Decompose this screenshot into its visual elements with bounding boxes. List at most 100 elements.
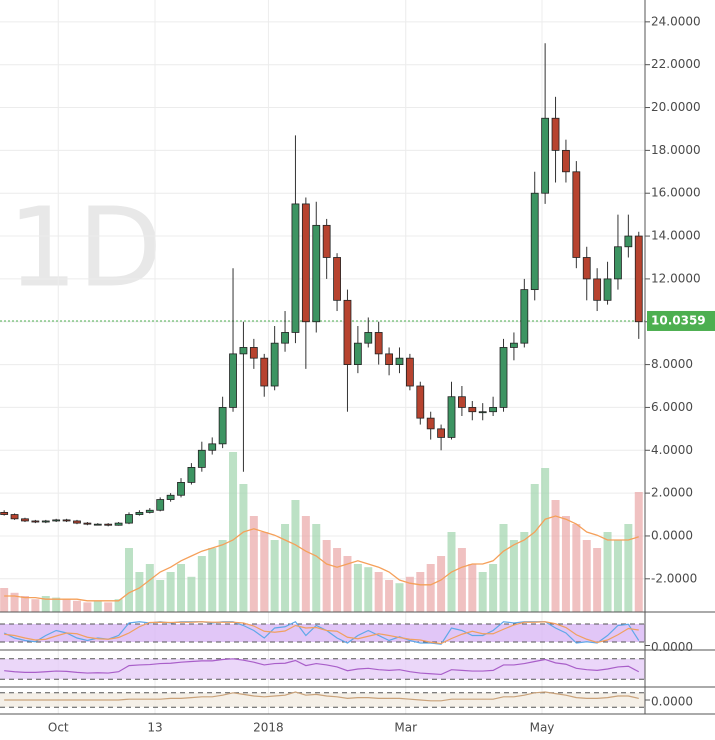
watermark: 1D [8, 183, 163, 311]
candle-body [458, 396, 466, 408]
volume-bar [634, 492, 643, 612]
candle-body [260, 357, 269, 387]
x-tick-label: Oct [48, 721, 69, 735]
panel-band [0, 692, 645, 708]
volume-bar [353, 564, 362, 612]
candle-body [447, 396, 456, 438]
volume-bar [613, 540, 622, 612]
volume-bar [83, 602, 92, 612]
x-tick-label: Mar [394, 721, 417, 735]
volume-bar [333, 548, 342, 612]
candle-body [551, 117, 560, 151]
y-tick-label: 2.0000 [651, 486, 693, 500]
volume-bar [374, 572, 383, 612]
y-tick-label: 4.0000 [651, 443, 693, 457]
candle-body [437, 428, 445, 438]
candle-body [239, 347, 248, 355]
volume-bar [405, 576, 414, 612]
candle-body [125, 514, 133, 524]
candle-body [333, 257, 341, 301]
candle-body [468, 407, 477, 413]
candle-body [478, 411, 487, 414]
volume-bar [541, 468, 550, 612]
volume-bar [156, 580, 165, 612]
volume-bar [229, 452, 238, 612]
volume-bar [52, 597, 61, 612]
candle-body [229, 353, 237, 408]
volume-bar [197, 556, 206, 612]
volume-bar [62, 599, 71, 612]
volume-bar [239, 484, 248, 612]
candle-body [603, 278, 612, 301]
candle-body [322, 224, 331, 258]
volume-bar [426, 564, 435, 612]
volume-bar [72, 600, 81, 612]
volume-bar [468, 564, 477, 612]
candle-body [374, 332, 383, 355]
candle-body [135, 511, 144, 515]
candle-body [281, 332, 289, 344]
x-tick-label: May [530, 721, 555, 735]
candle-body [83, 522, 92, 525]
last-price-label: 10.0359 [651, 313, 706, 327]
volume-bar [530, 484, 539, 612]
volume-bar [260, 532, 269, 612]
volume-bar [364, 567, 373, 612]
volume-bar [125, 548, 133, 612]
volume-bar [93, 600, 102, 612]
candle-body [520, 289, 529, 344]
candle-body [489, 407, 498, 413]
candle-body [62, 519, 71, 522]
candle-body [177, 482, 185, 496]
candle-body [156, 499, 165, 511]
y-tick-label: -2.0000 [651, 571, 697, 585]
volume-bar [0, 588, 9, 612]
candle-body [0, 511, 9, 515]
candle-body [395, 357, 404, 365]
volume-bar [624, 524, 633, 612]
volume-bar [249, 516, 258, 612]
volume-bar [582, 540, 591, 612]
volume-bar [509, 540, 518, 612]
y-tick-label: 8.0000 [651, 357, 693, 371]
volume-bar [301, 516, 310, 612]
candle-body [426, 417, 435, 430]
panel-band [0, 624, 645, 642]
candle-body [541, 117, 550, 194]
volume-bar [437, 556, 446, 612]
candle-body [562, 149, 570, 173]
volume-bar [145, 564, 154, 612]
candle-body [364, 332, 373, 344]
y-tick-label: 14.0000 [651, 229, 701, 243]
y-tick-label: 0.0000 [651, 695, 693, 709]
volume-bar [478, 572, 487, 612]
candle-body [270, 342, 279, 387]
candle-body [593, 278, 602, 301]
candle-body [10, 514, 19, 520]
candle-body [145, 509, 154, 513]
volume-bar [593, 548, 602, 612]
volume-bar [572, 524, 581, 612]
volume-bar [20, 596, 29, 612]
indicator-line [4, 658, 640, 676]
volume-bar [270, 540, 279, 612]
volume-bar [208, 548, 217, 612]
panel-band [0, 658, 645, 680]
volume-bar [218, 540, 227, 612]
y-tick-label: 12.0000 [651, 271, 701, 285]
volume-bar [291, 500, 300, 612]
volume-bar [177, 564, 186, 612]
volume-bar [114, 599, 123, 612]
candle-body [510, 342, 518, 348]
volume-bar [104, 602, 113, 612]
volume-bar [281, 524, 290, 612]
y-tick-label: 20.0000 [651, 100, 701, 114]
candle-body [530, 192, 539, 291]
candle-body [582, 257, 591, 280]
candle-body [614, 246, 622, 280]
y-tick-label: 0.0000 [651, 528, 693, 542]
candle-body [416, 385, 425, 419]
candle-body [114, 522, 123, 526]
candle-body [197, 449, 206, 468]
volume-bar [457, 548, 466, 612]
